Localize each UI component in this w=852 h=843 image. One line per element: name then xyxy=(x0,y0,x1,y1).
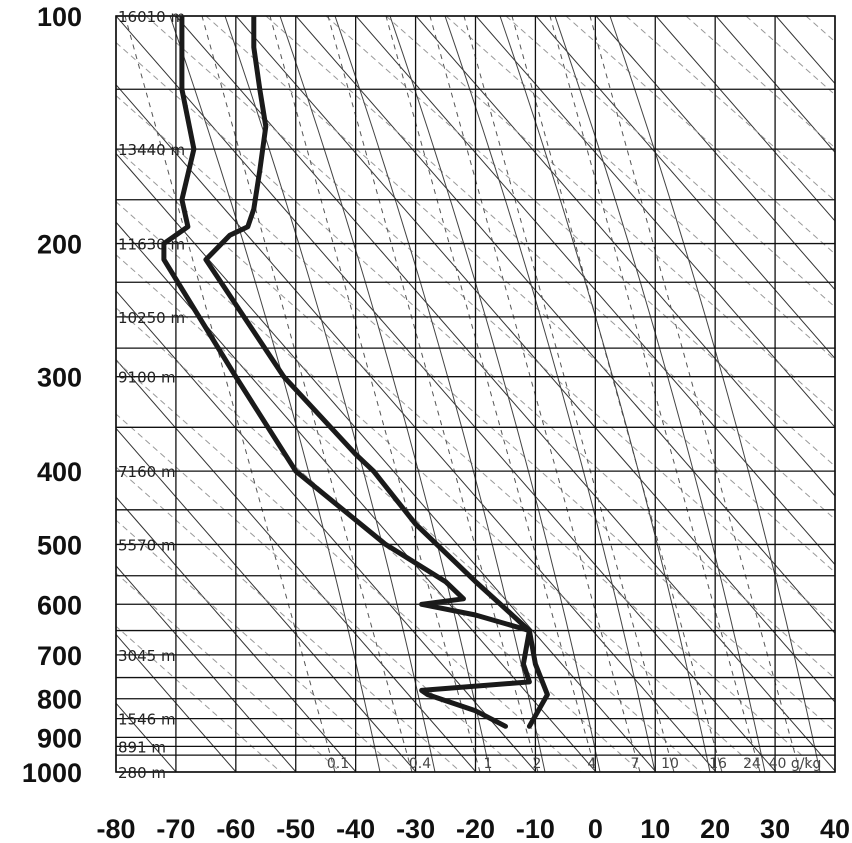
moist-adiabat-line xyxy=(499,16,711,772)
x-tick-label: -40 xyxy=(336,814,375,843)
dry-adiabat-line xyxy=(116,221,597,772)
height-label: 9100 m xyxy=(118,369,176,387)
dry-adiabat-line xyxy=(116,16,777,772)
y-tick-label: 200 xyxy=(37,230,82,260)
y-tick-label: 1000 xyxy=(22,758,82,788)
mixing-ratio-line xyxy=(201,16,413,772)
x-tick-label: -60 xyxy=(216,814,255,843)
mixing-ratio-line xyxy=(589,16,801,772)
height-label: 280 m xyxy=(118,764,166,782)
dry-adiabat-line xyxy=(475,16,835,428)
mixing-ratio-label: 0.4 xyxy=(409,756,431,772)
dry-adiabat-line xyxy=(595,16,835,291)
height-label: 1546 m xyxy=(118,711,176,729)
mixing-ratio-label: 1 xyxy=(484,756,493,772)
height-label: 7160 m xyxy=(118,463,176,481)
moist-adiabat-line xyxy=(609,16,821,772)
mixing-ratio-line xyxy=(327,16,539,772)
moist-adiabat-line xyxy=(224,16,436,772)
x-tick-label: 20 xyxy=(700,814,730,843)
mixing-ratio-line xyxy=(269,16,481,772)
moist-adiabat-line xyxy=(169,16,381,772)
height-label: 16010 m xyxy=(118,8,185,26)
height-label: 891 m xyxy=(118,738,166,756)
y-tick-label: 800 xyxy=(37,685,82,715)
y-tick-label: 300 xyxy=(37,363,82,393)
mixing-ratio-label: 24 xyxy=(743,756,761,772)
x-tick-label: -80 xyxy=(96,814,135,843)
dry-adiabat-line xyxy=(116,83,717,772)
mixing-ratio-label: 40 g/kg xyxy=(769,756,822,772)
moist-adiabat-line xyxy=(444,16,656,772)
x-tick-label: -50 xyxy=(276,814,315,843)
moist-adiabat-line xyxy=(554,16,766,772)
x-tick-label: -10 xyxy=(516,814,555,843)
dry-adiabat-line xyxy=(535,16,835,360)
dry-adiabat-line xyxy=(116,152,657,772)
y-tick-label: 700 xyxy=(37,641,82,671)
dry-adiabat-line xyxy=(655,16,835,222)
x-tick-label: -20 xyxy=(456,814,495,843)
dry-adiabat-line xyxy=(715,16,835,154)
mixing-ratio-line xyxy=(124,16,336,772)
dry-adiabat-line xyxy=(295,16,835,635)
y-tick-label: 100 xyxy=(37,2,82,32)
moist-adiabat-line xyxy=(334,16,546,772)
dry-adiabat-line xyxy=(235,16,835,703)
x-tick-label: 30 xyxy=(760,814,790,843)
dry-adiabat-line xyxy=(355,16,835,566)
mixing-ratio-label: 7 xyxy=(631,756,640,772)
mixing-ratio-label: 4 xyxy=(588,756,597,772)
x-tick-label: -70 xyxy=(156,814,195,843)
plot-frame xyxy=(115,15,836,773)
height-label: 13440 m xyxy=(118,141,185,159)
mixing-ratio-label: 0.1 xyxy=(327,756,349,772)
height-label: 10250 m xyxy=(118,309,185,327)
dry-adiabat-line xyxy=(116,633,237,772)
dry-adiabat-line xyxy=(116,290,537,772)
x-tick-label: 10 xyxy=(640,814,670,843)
y-tick-label: 500 xyxy=(37,530,82,560)
mixing-ratio-label: 16 xyxy=(709,756,727,772)
mixing-ratio-label: 2 xyxy=(533,756,542,772)
dry-adiabat-line xyxy=(116,358,477,772)
mixing-ratio-label: 10 xyxy=(661,756,679,772)
x-tick-label: -30 xyxy=(396,814,435,843)
moist-adiabat-line xyxy=(389,16,601,772)
dry-adiabat-line xyxy=(415,16,835,497)
dry-adiabat-line xyxy=(116,496,357,772)
dewpoint-profile-line xyxy=(161,16,532,729)
x-tick-label: 0 xyxy=(588,814,603,843)
mixing-ratio-line xyxy=(463,16,675,772)
dry-adiabat-line xyxy=(116,427,417,772)
height-label: 5570 m xyxy=(118,536,176,554)
dry-adiabat-line xyxy=(175,16,835,772)
x-tick-label: 40 xyxy=(820,814,850,843)
y-tick-label: 600 xyxy=(37,590,82,620)
dry-adiabat-line xyxy=(116,565,297,772)
mixing-ratio-line xyxy=(385,16,597,772)
y-tick-label: 900 xyxy=(37,723,82,753)
height-label: 3045 m xyxy=(118,647,176,665)
moist-adiabat-line xyxy=(279,16,491,772)
y-tick-label: 400 xyxy=(37,457,82,487)
